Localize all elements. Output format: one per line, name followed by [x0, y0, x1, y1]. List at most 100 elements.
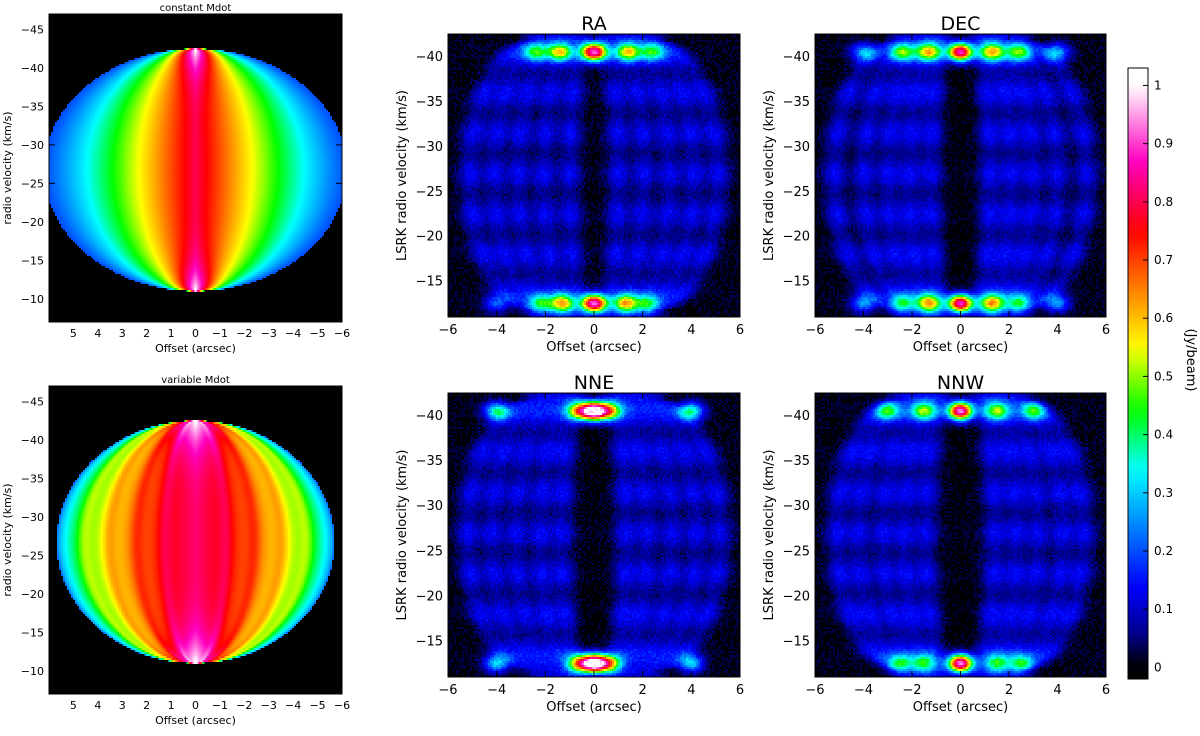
- x-tick-label: −2: [536, 683, 555, 698]
- x-tick-label: 2: [639, 323, 647, 338]
- y-axis-label: LSRK radio velocity (km/s): [395, 90, 410, 261]
- y-tick-label: −40: [416, 409, 443, 424]
- x-axis-label: Offset (arcsec): [546, 700, 641, 715]
- x-tick-label: −6: [805, 683, 824, 698]
- y-tick-label: −40: [21, 62, 44, 75]
- panels: 5 4 3 2 1 0 −1 −2 −3 −4 −5 −6−45−40−35−30−25−20−15−…: [1, 3, 1110, 727]
- heatmap-image: [815, 34, 1106, 317]
- y-tick-label: −25: [21, 549, 44, 562]
- x-tick-label: 2: [143, 699, 150, 712]
- x-tick-label: −2: [902, 323, 921, 338]
- x-tick-label: −4: [285, 699, 301, 712]
- y-tick-label: −30: [783, 499, 810, 514]
- colorbar-tick-label: 0.9: [1154, 137, 1173, 151]
- x-tick-label: 5: [70, 699, 77, 712]
- x-tick-label: 6: [1102, 683, 1110, 698]
- y-tick-label: −40: [21, 434, 44, 447]
- x-tick-label: −6: [805, 323, 824, 338]
- x-axis-label: Offset (arcsec): [155, 342, 236, 355]
- x-tick-label: −6: [334, 699, 350, 712]
- x-tick-label: 0: [192, 699, 199, 712]
- y-tick-label: −25: [416, 544, 443, 559]
- x-axis-label: Offset (arcsec): [913, 700, 1008, 715]
- panel-title: RA: [581, 13, 606, 35]
- x-tick-label: 0: [956, 323, 964, 338]
- x-tick-label: −2: [236, 327, 252, 340]
- x-tick-label: 3: [119, 699, 126, 712]
- colorbar-tick-label: 0.8: [1154, 195, 1173, 209]
- x-tick-label: −1: [212, 327, 228, 340]
- x-tick-label: 5: [70, 327, 77, 340]
- heatmap-image: [49, 386, 342, 694]
- colorbar-tick-label: 0.1: [1154, 602, 1173, 616]
- x-tick-label: −5: [309, 327, 325, 340]
- y-tick-label: −30: [21, 139, 44, 152]
- colorbar-tick-label: 0.7: [1154, 253, 1173, 267]
- x-axis-label: Offset (arcsec): [913, 340, 1008, 355]
- y-tick-label: −15: [416, 634, 443, 649]
- x-tick-label: 4: [1053, 323, 1061, 338]
- x-tick-label: −6: [334, 327, 350, 340]
- panel-title: constant Mdot: [160, 3, 232, 14]
- colorbar-tick-label: 0.4: [1154, 428, 1173, 442]
- x-tick-label: 2: [639, 683, 647, 698]
- y-tick-label: −20: [416, 589, 443, 604]
- panel-model_const: 5 4 3 2 1 0 −1 −2 −3 −4 −5 −6 −45 −40 −35 −30 −25 −20 −15 −…: [1, 3, 350, 355]
- x-tick-label: −1: [212, 699, 228, 712]
- y-tick-label: −30: [21, 511, 44, 524]
- heatmap-image: [448, 34, 740, 317]
- y-tick-label: −35: [416, 454, 443, 469]
- x-tick-label: 0: [956, 683, 964, 698]
- y-tick-label: −15: [416, 275, 443, 290]
- x-axis-label: Offset (arcsec): [155, 714, 236, 727]
- colorbar-tick-label: 1: [1154, 78, 1162, 92]
- y-axis-label: LSRK radio velocity (km/s): [762, 90, 777, 261]
- y-tick-label: −20: [783, 589, 810, 604]
- x-tick-label: 6: [736, 683, 744, 698]
- y-tick-label: −15: [783, 634, 810, 649]
- panel-model_var: 5 4 3 2 1 0 −1 −2 −3 −4 −5 −6 −45 −40 −35 −30 −25 −20 −15 −…: [1, 375, 350, 727]
- x-tick-label: 1: [168, 327, 175, 340]
- y-tick-label: −45: [21, 23, 44, 36]
- y-tick-label: −25: [416, 185, 443, 200]
- x-tick-label: 2: [1005, 683, 1013, 698]
- colorbar-tick-label: 0.5: [1154, 369, 1173, 383]
- x-tick-label: 2: [1005, 323, 1013, 338]
- x-tick-label: −4: [285, 327, 301, 340]
- y-axis-label: radio velocity (km/s): [1, 483, 14, 596]
- y-tick-label: −10: [21, 665, 44, 678]
- x-tick-label: 4: [94, 699, 101, 712]
- y-tick-label: −25: [783, 185, 810, 200]
- x-tick-label: −2: [902, 683, 921, 698]
- y-tick-label: −35: [783, 95, 810, 110]
- x-tick-label: 1: [168, 699, 175, 712]
- x-tick-label: −4: [487, 323, 506, 338]
- colorbar-tick-label: 0.2: [1154, 544, 1173, 558]
- y-tick-label: −15: [21, 254, 44, 267]
- x-tick-label: 4: [687, 323, 695, 338]
- y-tick-label: −40: [416, 50, 443, 65]
- x-tick-label: 6: [736, 323, 744, 338]
- x-tick-label: −3: [261, 327, 277, 340]
- x-tick-label: 2: [143, 327, 150, 340]
- y-axis-label: LSRK radio velocity (km/s): [762, 450, 777, 621]
- x-tick-label: −6: [438, 323, 457, 338]
- heatmap-image: [49, 14, 342, 322]
- x-tick-label: 4: [687, 683, 695, 698]
- x-axis-label: Offset (arcsec): [546, 340, 641, 355]
- x-tick-label: −6: [438, 683, 457, 698]
- y-tick-label: −35: [416, 95, 443, 110]
- colorbar-tick-label: 0: [1154, 660, 1162, 674]
- x-tick-label: −2: [536, 323, 555, 338]
- x-tick-label: 3: [119, 327, 126, 340]
- y-tick-label: −15: [21, 626, 44, 639]
- panel-title: NNW: [937, 372, 984, 394]
- x-tick-label: 0: [590, 323, 598, 338]
- y-tick-label: −20: [783, 230, 810, 245]
- heatmap-image: [815, 393, 1106, 677]
- x-tick-label: 0: [192, 327, 199, 340]
- x-tick-label: −4: [854, 683, 873, 698]
